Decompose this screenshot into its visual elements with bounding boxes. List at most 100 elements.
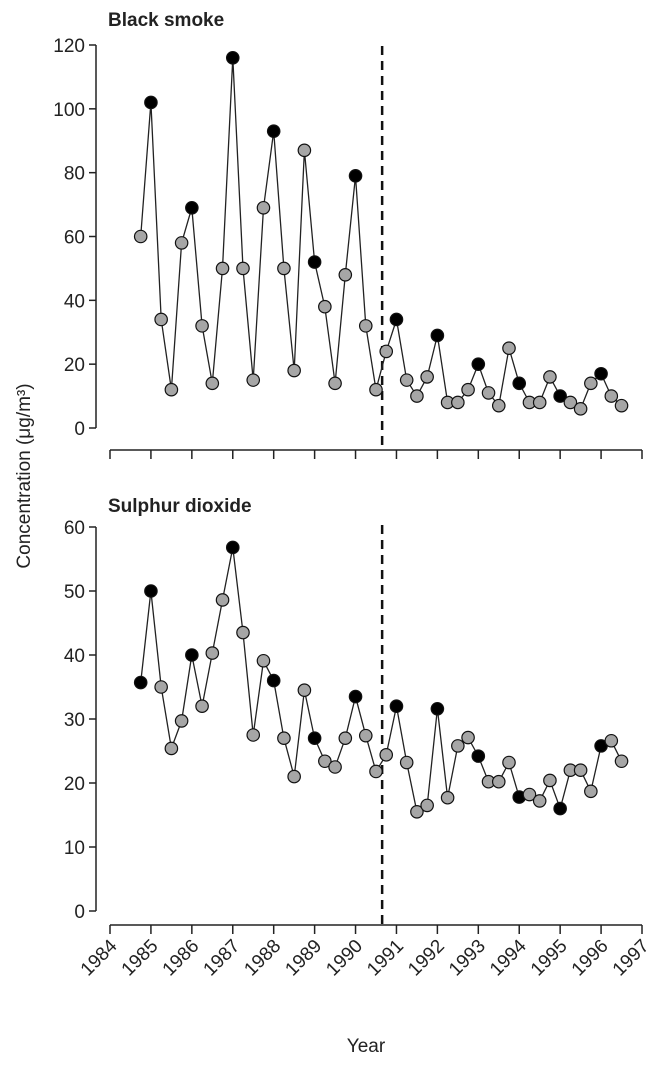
data-point [225, 540, 240, 555]
data-point [174, 236, 189, 250]
data-point [185, 648, 199, 662]
data-point [144, 95, 158, 110]
data-point [297, 143, 312, 158]
data-point [185, 200, 199, 215]
data-point [584, 784, 598, 799]
y-tick-label: 10 [64, 838, 85, 859]
data-point [502, 755, 516, 770]
data-point [543, 370, 557, 384]
data-point [604, 389, 619, 403]
y-tick-label: 30 [64, 710, 85, 731]
data-point [154, 312, 168, 327]
chart-title: Black smoke [108, 10, 224, 31]
data-point [420, 370, 434, 384]
y-tick-label: 0 [74, 419, 85, 440]
data-point [328, 760, 342, 774]
data-point [471, 357, 486, 371]
data-point [420, 798, 434, 813]
y-tick-label: 40 [64, 291, 85, 312]
data-point [133, 229, 148, 244]
data-point [236, 625, 250, 640]
data-point [348, 689, 363, 704]
data-point [573, 763, 588, 777]
data-point [399, 373, 414, 387]
data-point [205, 646, 220, 660]
data-point [369, 382, 383, 397]
data-point [502, 341, 516, 356]
x-tick-label: 1991 [363, 936, 408, 981]
data-point [266, 124, 281, 138]
data-point [614, 754, 629, 769]
x-tick-label: 1987 [200, 936, 245, 981]
chart-title: Sulphur dioxide [108, 496, 252, 517]
data-point [164, 741, 179, 756]
data-point [144, 584, 158, 598]
data-point [379, 748, 394, 762]
y-tick-label: 20 [64, 355, 85, 376]
data-point [410, 804, 424, 819]
data-point [461, 382, 475, 397]
black-smoke-panel: Black smoke 0 20 40 60 80 100 120 [53, 10, 643, 459]
y-tick-label: 20 [64, 774, 85, 795]
data-point [205, 376, 220, 391]
x-tick-label: 1988 [240, 936, 285, 981]
data-point [594, 366, 608, 381]
data-point [358, 728, 373, 743]
data-point [236, 261, 250, 276]
data-point [614, 398, 629, 413]
y-tick-label: 60 [64, 518, 85, 539]
y-axis-label: Concentration (μg/m³) [14, 383, 35, 568]
data-point [246, 728, 261, 742]
x-tick-label: 1997 [609, 936, 654, 981]
data-point [154, 680, 168, 694]
data-point [399, 755, 414, 770]
data-point [318, 299, 332, 314]
y-tick-label: 40 [64, 646, 85, 667]
x-tick-label: 1992 [404, 936, 449, 981]
x-tick-label: 1994 [486, 935, 531, 980]
data-point [543, 773, 557, 788]
data-point [287, 363, 301, 378]
data-point [215, 261, 230, 276]
data-point [389, 699, 404, 713]
data-point [532, 395, 547, 410]
y-tick-label: 100 [53, 100, 85, 121]
data-point [369, 764, 383, 779]
data-point [358, 319, 373, 333]
data-point [195, 319, 209, 333]
data-point [246, 373, 261, 387]
data-point [379, 344, 394, 359]
data-point [491, 774, 506, 789]
data-point [266, 673, 281, 688]
data-point [604, 733, 619, 748]
data-point [225, 50, 240, 65]
data-point [481, 386, 496, 400]
data-point [277, 731, 291, 745]
data-point [174, 714, 189, 728]
data-point [256, 653, 271, 668]
data-point [307, 255, 322, 269]
data-point [215, 593, 230, 607]
data-point [287, 769, 301, 784]
data-point [318, 754, 332, 769]
data-point [584, 376, 598, 391]
data-point [348, 169, 363, 183]
y-tick-label: 120 [53, 36, 85, 57]
x-tick-label: 1995 [527, 936, 572, 981]
data-point [573, 402, 588, 416]
data-point [563, 395, 578, 410]
data-point [440, 790, 455, 805]
x-tick-label: 1984 [77, 935, 122, 980]
x-tick-label: 1990 [322, 936, 367, 981]
data-point [164, 382, 179, 397]
data-point [430, 328, 445, 343]
data-point [256, 200, 271, 215]
data-point [553, 801, 567, 816]
data-point [471, 749, 486, 763]
data-point [338, 731, 353, 745]
data-point [430, 701, 445, 716]
data-point [491, 398, 506, 413]
data-point [451, 739, 465, 753]
y-tick-label: 50 [64, 582, 85, 603]
